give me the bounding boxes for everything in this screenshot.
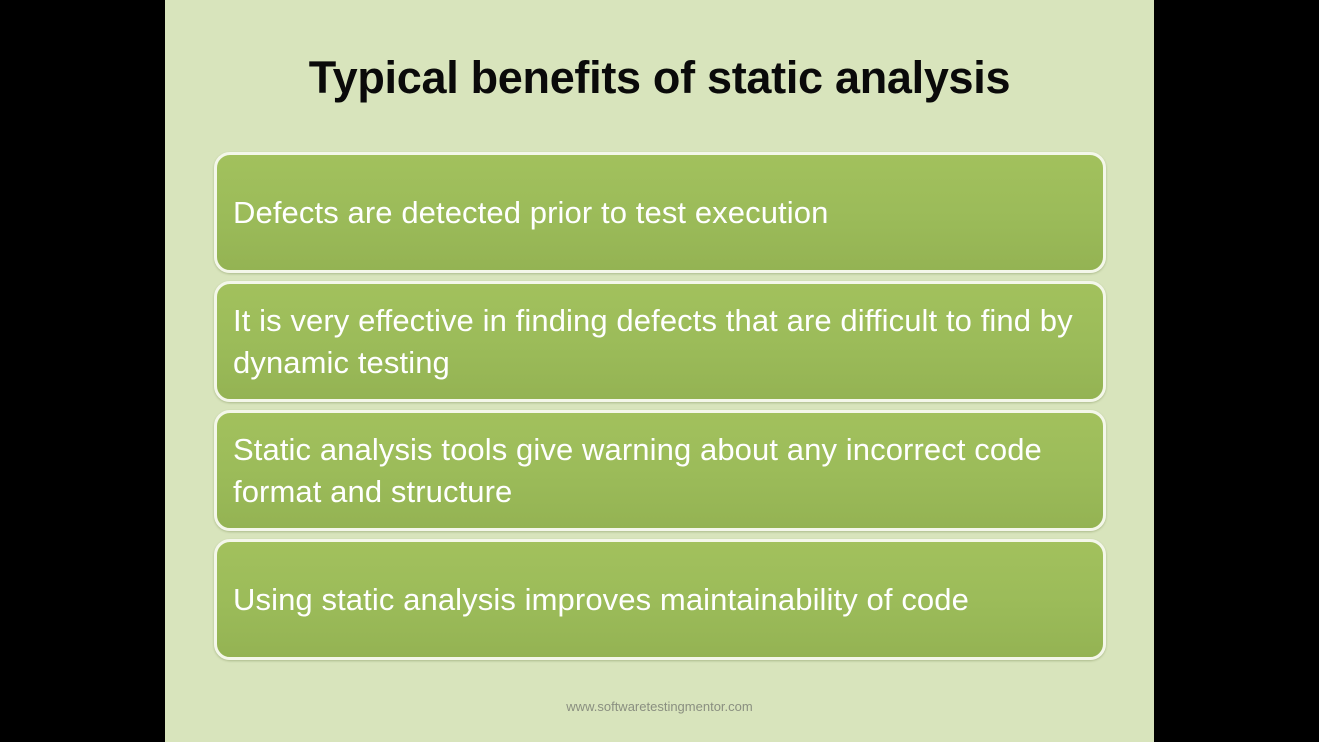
benefit-text: Defects are detected prior to test execu… (233, 194, 829, 230)
benefit-text: Static analysis tools give warning about… (233, 431, 1042, 509)
benefit-box: Static analysis tools give warning about… (214, 410, 1106, 531)
benefit-list: Defects are detected prior to test execu… (214, 152, 1106, 668)
benefit-text: Using static analysis improves maintaina… (233, 581, 969, 617)
benefit-box: Using static analysis improves maintaina… (214, 539, 1106, 660)
slide: Typical benefits of static analysis Defe… (165, 0, 1154, 742)
slide-title: Typical benefits of static analysis (308, 52, 1011, 103)
benefit-text: It is very effective in finding defects … (233, 302, 1073, 380)
benefit-box: It is very effective in finding defects … (214, 281, 1106, 402)
website-footer: www.softwaretestingmentor.com (566, 699, 753, 714)
benefit-box: Defects are detected prior to test execu… (214, 152, 1106, 273)
